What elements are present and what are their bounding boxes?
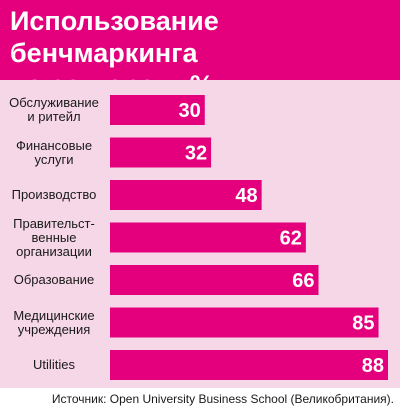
bar-5 <box>110 307 379 338</box>
category-label-6: Utilities <box>33 357 75 372</box>
category-label-5: Медицинские учреждения <box>13 307 95 337</box>
category-label-3: Правительст- венные организации <box>13 215 95 259</box>
bar-6 <box>110 350 388 380</box>
category-label-4: Образование <box>13 272 95 287</box>
bar-1 <box>110 137 212 168</box>
bar-value-label-1: 32 <box>185 143 207 165</box>
bar-3 <box>110 222 306 253</box>
category-label-2: Производство <box>11 187 97 202</box>
bar-value-label-0: 30 <box>179 100 201 122</box>
bar-value-label-4: 66 <box>292 270 314 292</box>
bar-value-label-3: 62 <box>280 228 302 250</box>
bar-value-label-5: 85 <box>352 313 374 335</box>
title-banner: Использование бенчмаркинга по секторам, … <box>0 0 400 100</box>
bar-4 <box>110 265 319 295</box>
category-label-1: Финансовые услуги <box>15 137 93 167</box>
bar-value-label-6: 88 <box>362 355 384 377</box>
bar-value-label-2: 48 <box>235 185 257 207</box>
bar-2 <box>110 180 262 210</box>
bar-0 <box>110 95 205 125</box>
category-label-0: Обслуживание и ритейл <box>9 95 99 124</box>
source-note: Источник: Open University Business Schoo… <box>51 392 394 406</box>
bar-chart: 30 32 48 62 66 85 88 <box>110 95 388 380</box>
